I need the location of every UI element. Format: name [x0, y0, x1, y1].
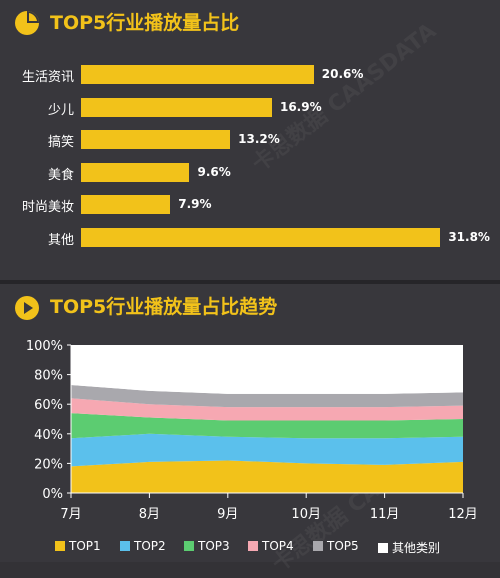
x-tick-label: 8月: [139, 507, 160, 522]
legend-swatch: [184, 541, 194, 551]
legend-label: 其他类别: [392, 541, 441, 555]
legend-label: TOP2: [134, 539, 166, 553]
bar: [81, 162, 190, 182]
y-tick-label: 20%: [34, 457, 63, 472]
y-tick-label: 0%: [42, 487, 63, 502]
legend-label: TOP5: [327, 539, 359, 553]
bar: [81, 130, 231, 149]
bar-value-label: 31.8%: [448, 229, 490, 244]
area-series-TOP2: [71, 433, 463, 467]
bar-value-label: 9.6%: [197, 164, 231, 179]
legend-label: TOP4: [262, 539, 294, 553]
legend-swatch: [120, 541, 130, 551]
legend-swatch: [248, 541, 258, 551]
legend-item: TOP3: [184, 539, 230, 553]
bar-value-label: 16.9%: [279, 99, 322, 114]
legend-item: TOP5: [313, 539, 359, 553]
area-series-其他类别: [71, 345, 463, 394]
legend-item: 其他类别: [378, 539, 440, 556]
y-tick-label: 80%: [34, 369, 63, 384]
bar-category-label: 生活资讯: [21, 70, 74, 85]
bar-value-label: 20.6%: [321, 67, 364, 81]
play-icon: [15, 296, 39, 320]
legend-item: TOP1: [55, 539, 101, 553]
stacked-area-chart: 0% 20% 40% 60% 80% 100% 7月 8月 9月 10月 11月 12月: [26, 339, 478, 522]
bar: [81, 227, 441, 247]
legend-label: TOP1: [69, 539, 101, 553]
legend-swatch: [378, 543, 388, 553]
bar-category-label: 少儿: [47, 102, 74, 118]
legend: TOP1 TOP2 TOP3 TOP4 TOP5 其他类别: [0, 539, 500, 557]
area-series-TOP4: [71, 398, 463, 421]
legend-item: TOP2: [120, 539, 166, 553]
y-tick-label: 100%: [26, 339, 63, 354]
legend-swatch: [55, 541, 65, 551]
legend-swatch: [313, 541, 323, 551]
legend-label: TOP3: [198, 539, 230, 553]
x-tick-label: 9月: [217, 507, 238, 522]
bar: [81, 195, 171, 214]
area-series-TOP1: [71, 460, 463, 493]
bar-category-label: 美食: [47, 167, 74, 183]
panel-divider: [0, 280, 500, 284]
y-tick-label: 40%: [34, 428, 63, 443]
area-series-TOP3: [71, 413, 463, 439]
y-tick-label: 60%: [34, 398, 63, 413]
bar: [81, 97, 272, 117]
bar-chart-title: TOP5行业播放量占比: [50, 12, 240, 34]
bar-value-label: 7.9%: [178, 197, 212, 211]
area-series-TOP5: [71, 384, 463, 408]
x-tick-label: 11月: [370, 507, 400, 522]
bar-category-label: 时尚美妆: [21, 200, 74, 215]
bar: [81, 65, 314, 84]
area-chart-title: TOP5行业播放量占比趋势: [50, 296, 278, 318]
x-tick-label: 12月: [448, 507, 478, 522]
x-tick-label: 10月: [291, 507, 321, 522]
x-tick-label: 7月: [60, 507, 81, 522]
bar-category-label: 搞笑: [47, 135, 74, 150]
pie-chart-icon: [15, 11, 39, 35]
legend-item: TOP4: [248, 539, 294, 553]
bar-category-label: 其他: [47, 232, 74, 248]
bar-value-label: 13.2%: [238, 132, 280, 146]
